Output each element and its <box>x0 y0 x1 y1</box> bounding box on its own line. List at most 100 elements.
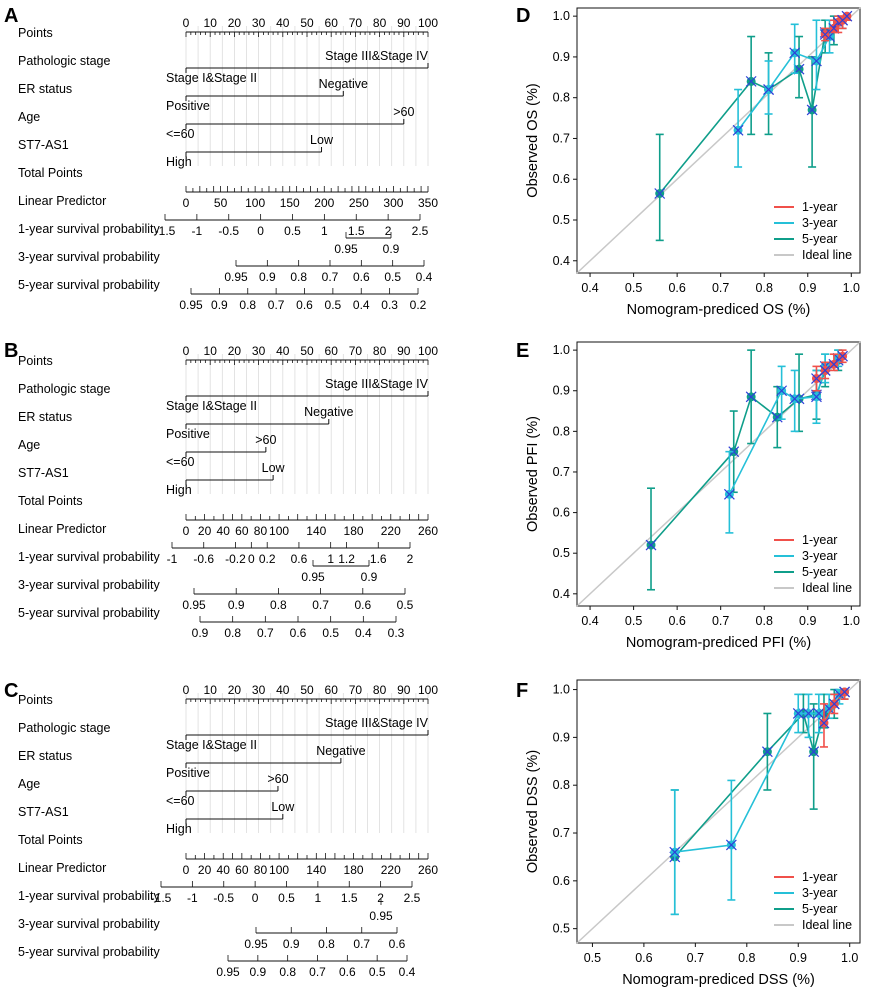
linear-predictor-tick-label: 1.5 <box>341 891 358 905</box>
row-label: Linear Predictor <box>18 861 106 875</box>
linear-predictor-tick-label: 0 <box>248 552 255 566</box>
x-marker <box>761 746 773 758</box>
x-marker <box>723 488 735 500</box>
variable-level-label: Stage I&Stage II <box>166 399 257 413</box>
variable-level-label: Negative <box>319 77 368 91</box>
points-tick-label: 20 <box>228 344 242 358</box>
row-label: ST7-AS1 <box>18 138 69 152</box>
linear-predictor-tick-label: 1.6 <box>370 552 387 566</box>
x-tick-label: 0.8 <box>738 951 755 965</box>
total-points-tick-label: 40 <box>217 863 231 877</box>
points-tick-label: 0 <box>183 344 190 358</box>
total-points-tick-label: 140 <box>306 524 326 538</box>
survival-tick-label: 0.4 <box>399 965 416 979</box>
total-points-tick-label: 220 <box>381 863 401 877</box>
x-tick-label: 0.6 <box>635 951 652 965</box>
panel-letter-f: F <box>516 680 528 702</box>
x-marker <box>771 411 783 423</box>
variable-level-label: High <box>166 483 192 497</box>
variable-level-label: Negative <box>304 405 353 419</box>
row-label: ST7-AS1 <box>18 805 69 819</box>
y-tick-label: 1.0 <box>553 683 570 697</box>
variable-level-label: >60 <box>267 772 288 786</box>
linear-predictor-tick-label: -1.5 <box>151 891 172 905</box>
plot-frame <box>576 7 861 274</box>
nomogram-panel-a: Points Pathologic stage ER status Age ST7-AS… <box>18 16 438 312</box>
x-tick-label: 0.7 <box>712 614 729 628</box>
row-label: Points <box>18 693 53 707</box>
row-label: ER status <box>18 82 72 96</box>
x-tick-label: 0.5 <box>625 614 642 628</box>
linear-predictor-tick-label: -1 <box>167 552 178 566</box>
y-tick-label: 0.9 <box>553 384 570 398</box>
row-label: 3-year survival probability <box>18 917 160 931</box>
x-marker <box>792 708 804 719</box>
linear-predictor-tick-label: 0.5 <box>284 224 301 238</box>
survival-tick-label: 0.7 <box>322 270 339 284</box>
row-label: 1-year survival probability <box>18 550 160 564</box>
legend-label: Ideal line <box>802 581 852 595</box>
panel-letter-a: A <box>4 5 18 27</box>
x-marker <box>806 104 818 116</box>
y-tick-label: 1.0 <box>553 9 570 23</box>
ideal-line <box>576 7 861 274</box>
points-tick-label: 50 <box>300 16 314 30</box>
total-points-tick-label: 20 <box>198 863 212 877</box>
x-marker <box>811 373 822 384</box>
row-label: Age <box>18 438 40 452</box>
x-marker <box>811 55 822 67</box>
total-points-tick-label: 250 <box>349 196 369 210</box>
x-marker <box>837 350 849 362</box>
panel-letter-d: D <box>516 5 530 27</box>
points-tick-label: 0 <box>183 16 190 30</box>
legend-label: 1-year <box>802 200 837 214</box>
linear-predictor-tick-label: -0.5 <box>218 224 239 238</box>
panel-letter-e: E <box>516 340 529 362</box>
total-points-tick-label: 140 <box>306 863 326 877</box>
x-marker <box>776 385 788 397</box>
points-tick-label: 40 <box>276 344 290 358</box>
survival-tick-label: 0.95 <box>369 909 393 923</box>
variable-level-label: Stage III&Stage IV <box>325 716 429 730</box>
row-label: 3-year survival probability <box>18 578 160 592</box>
linear-predictor-tick-label: 1.5 <box>348 224 365 238</box>
linear-predictor-tick-label: 2.5 <box>404 891 421 905</box>
x-marker <box>819 365 831 376</box>
points-tick-label: 50 <box>300 683 314 697</box>
survival-tick-label: 0.95 <box>182 598 206 612</box>
linear-predictor-tick-label: 0 <box>257 224 264 238</box>
survival-tick-label: 0.95 <box>244 937 268 951</box>
total-points-tick-label: 0 <box>183 524 190 538</box>
x-tick-label: 1.0 <box>843 281 860 295</box>
variable-level-label: Positive <box>166 427 210 441</box>
survival-tick-label: 0.9 <box>383 242 400 256</box>
y-tick-label: 0.6 <box>553 172 570 186</box>
ideal-line <box>576 679 861 944</box>
x-tick-label: 0.9 <box>790 951 807 965</box>
points-tick-label: 80 <box>373 683 387 697</box>
x-marker <box>645 539 657 551</box>
plot-frame <box>576 341 861 607</box>
points-tick-label: 80 <box>373 16 387 30</box>
y-tick-label: 0.6 <box>553 506 570 520</box>
variable-level-label: High <box>166 155 192 169</box>
y-tick-label: 0.5 <box>553 213 570 227</box>
survival-tick-label: 0.9 <box>211 298 228 312</box>
survival-tick-label: 0.8 <box>279 965 296 979</box>
points-tick-label: 0 <box>183 683 190 697</box>
row-label: ER status <box>18 749 72 763</box>
legend-label: 5-year <box>802 232 837 246</box>
linear-predictor-tick-label: -0.2 <box>225 552 246 566</box>
legend-label: 5-year <box>802 902 837 916</box>
legend-label: 3-year <box>802 549 837 563</box>
variable-level-label: Positive <box>166 766 210 780</box>
points-tick-label: 30 <box>252 683 266 697</box>
total-points-tick-label: 40 <box>217 524 231 538</box>
y-tick-label: 1.0 <box>553 343 570 357</box>
x-marker <box>725 839 737 851</box>
total-points-tick-label: 100 <box>245 196 265 210</box>
survival-tick-label: 0.7 <box>309 965 326 979</box>
total-points-tick-label: 180 <box>344 863 364 877</box>
survival-tick-label: 0.3 <box>388 626 405 640</box>
variable-level-label: Low <box>262 461 286 475</box>
